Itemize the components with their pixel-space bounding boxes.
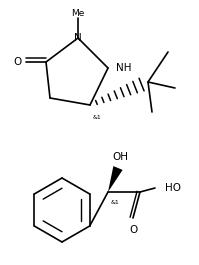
Text: &1: &1: [93, 115, 102, 120]
Text: O: O: [129, 225, 137, 235]
Polygon shape: [108, 166, 123, 192]
Text: OH: OH: [112, 152, 128, 162]
Text: Me: Me: [71, 10, 85, 19]
Text: &1: &1: [111, 200, 120, 205]
Text: O: O: [14, 57, 22, 67]
Text: HO: HO: [165, 183, 181, 193]
Text: NH: NH: [116, 63, 132, 73]
Text: N: N: [74, 33, 82, 43]
